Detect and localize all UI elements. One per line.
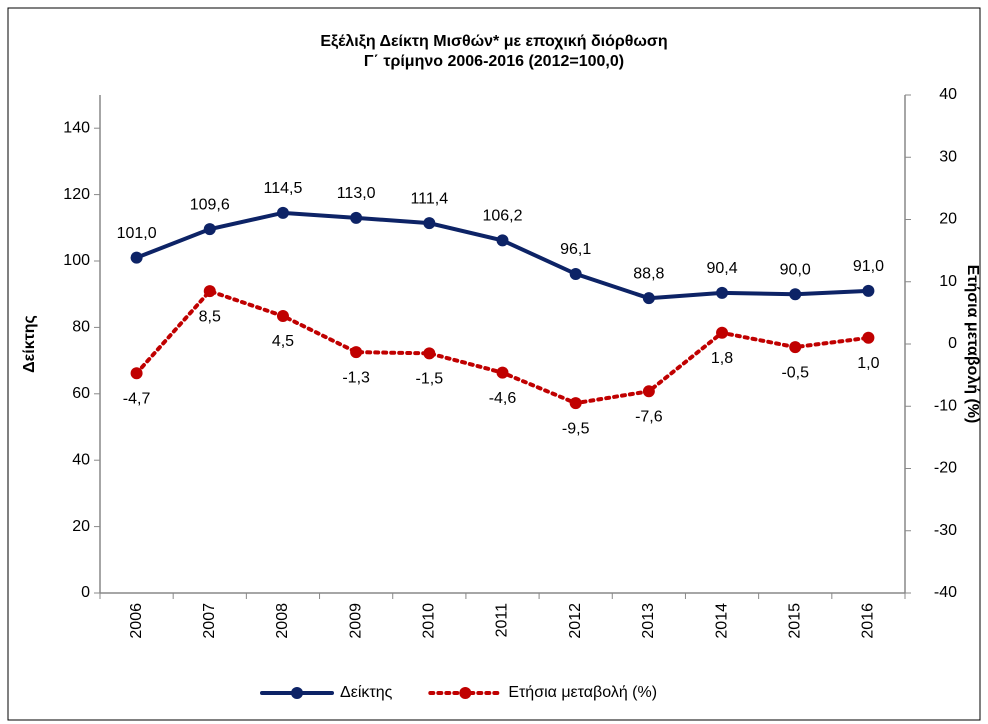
y-tick-label: 100 <box>63 252 90 269</box>
chart-subtitle: Γ΄ τρίμηνο 2006-2016 (2012=100,0) <box>364 53 624 70</box>
data-label: -9,5 <box>562 420 590 437</box>
x-tick-label: 2012 <box>567 603 584 639</box>
y2-tick-label: -20 <box>934 460 957 477</box>
legend-label: Δείκτης <box>340 684 393 701</box>
point <box>569 267 582 280</box>
data-label: 1,8 <box>711 350 733 367</box>
y-axis-title: Δείκτης <box>21 315 38 373</box>
data-label: 90,4 <box>706 260 737 277</box>
y2-tick-label: 0 <box>948 335 957 352</box>
point <box>130 367 143 380</box>
x-tick-label: 2009 <box>347 603 364 639</box>
point <box>569 397 582 410</box>
x-tick-label: 2010 <box>421 603 438 639</box>
y-tick-label: 80 <box>72 319 90 336</box>
x-tick-label: 2007 <box>201 603 218 639</box>
point <box>716 286 729 299</box>
x-tick-label: 2011 <box>494 603 511 638</box>
y2-tick-label: -40 <box>934 584 957 601</box>
data-label: 4,5 <box>272 333 294 350</box>
y2-axis-title: Ετήσια μεταβολή (%) <box>964 265 981 424</box>
point <box>350 346 363 359</box>
legend-marker <box>291 687 303 699</box>
x-tick-label: 2016 <box>860 603 877 639</box>
y-tick-label: 60 <box>72 385 90 402</box>
y2-tick-label: -30 <box>934 522 957 539</box>
y2-tick-label: 10 <box>939 273 957 290</box>
x-tick-label: 2015 <box>786 603 803 639</box>
point <box>862 284 875 297</box>
y-tick-label: 20 <box>72 518 90 535</box>
point <box>203 285 216 298</box>
data-label: 113,0 <box>337 185 376 202</box>
data-label: -0,5 <box>781 364 809 381</box>
legend-label: Ετήσια μεταβολή (%) <box>508 684 657 701</box>
data-label: 90,0 <box>780 261 811 278</box>
y2-tick-label: 20 <box>939 211 957 228</box>
y2-tick-label: -10 <box>934 397 957 414</box>
point <box>862 331 875 344</box>
y2-tick-label: 30 <box>939 148 957 165</box>
data-label: 109,6 <box>190 196 230 213</box>
point <box>276 206 289 219</box>
point <box>496 234 509 247</box>
point <box>716 326 729 339</box>
point <box>496 366 509 379</box>
data-label: 106,2 <box>482 208 522 225</box>
data-label: 101,0 <box>117 225 157 242</box>
data-label: 111,4 <box>410 190 448 207</box>
point <box>423 217 436 230</box>
y-tick-label: 120 <box>63 186 90 203</box>
data-label: 88,8 <box>633 265 664 282</box>
x-tick-label: 2008 <box>274 603 291 639</box>
x-tick-label: 2013 <box>640 603 657 639</box>
data-label: -4,7 <box>123 390 151 407</box>
point <box>276 309 289 322</box>
data-label: 114,5 <box>264 180 303 197</box>
chart-title: Εξέλιξη Δείκτη Μισθών* με εποχική διόρθω… <box>320 33 667 50</box>
data-label: -1,5 <box>416 371 444 388</box>
data-label: 1,0 <box>857 355 879 372</box>
point <box>423 347 436 360</box>
data-label: 8,5 <box>199 308 221 325</box>
data-label: 91,0 <box>853 258 884 275</box>
data-label: 96,1 <box>560 241 591 258</box>
point <box>350 211 363 224</box>
x-tick-label: 2014 <box>713 603 730 639</box>
data-label: -7,6 <box>635 409 663 426</box>
y-tick-label: 0 <box>81 584 90 601</box>
chart-frame <box>7 7 981 721</box>
point <box>789 288 802 301</box>
point <box>642 385 655 398</box>
point <box>203 223 216 236</box>
y-tick-label: 140 <box>63 119 90 136</box>
legend-marker <box>459 687 472 699</box>
data-label: -1,3 <box>342 369 370 386</box>
point <box>789 341 802 354</box>
y-tick-label: 40 <box>72 451 90 468</box>
y2-tick-label: 40 <box>939 86 957 103</box>
point <box>130 251 143 264</box>
data-label: -4,6 <box>489 390 517 407</box>
point <box>642 292 655 305</box>
x-tick-label: 2006 <box>128 603 145 639</box>
